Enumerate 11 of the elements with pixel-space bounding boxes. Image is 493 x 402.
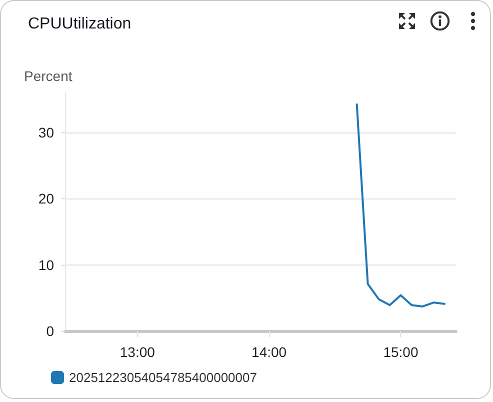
line-series xyxy=(356,103,446,308)
y-tick-label: 30 xyxy=(38,124,54,140)
y-tick-label: 10 xyxy=(38,256,54,273)
y-axis-title: Percent xyxy=(24,68,72,84)
y-tick-label: 0 xyxy=(46,323,54,339)
legend-label: 20251223054054785400000007 xyxy=(69,370,257,385)
x-tick-label: 14:00 xyxy=(252,344,287,360)
x-tick-label: 15:00 xyxy=(383,344,418,360)
y-tick-label: 20 xyxy=(38,190,54,206)
chart-title: CPUUtilization xyxy=(28,16,132,32)
x-tick-label: 13:00 xyxy=(120,344,156,360)
